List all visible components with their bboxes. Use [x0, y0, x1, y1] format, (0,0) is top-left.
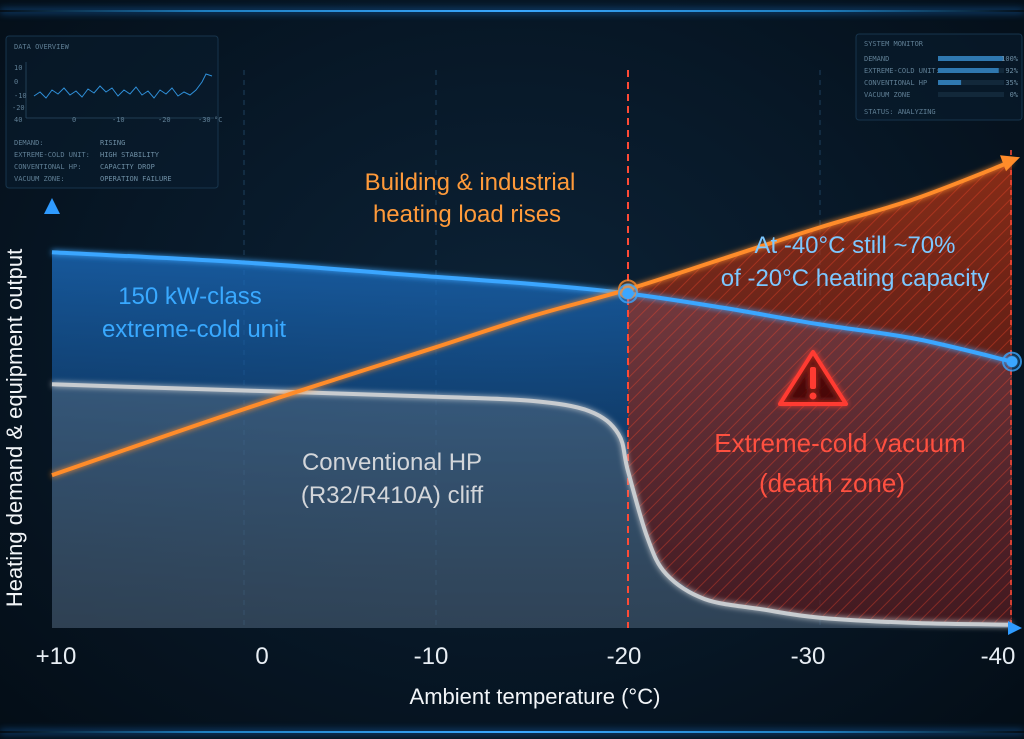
monitor-row-value: 100% [1001, 55, 1019, 63]
overview-unit: °C [214, 116, 222, 124]
unit-annotation-line2: extreme-cold unit [102, 316, 286, 343]
monitor-row-value: 92% [1005, 67, 1018, 75]
data-point [622, 287, 634, 299]
overview-xtick: -30 [198, 116, 211, 124]
x-axis-title: Ambient temperature (°C) [410, 684, 661, 709]
vacuum-annotation-line1: Extreme-cold vacuum [714, 428, 965, 458]
y-axis-arrow [44, 198, 60, 214]
capacity-annotation-line2: of -20°C heating capacity [721, 265, 989, 292]
x-tick-label: 0 [255, 643, 268, 670]
overview-row-label: CONVENTIONAL HP: [14, 163, 81, 171]
monitor-bar-fill [938, 68, 999, 73]
frame-bottom-line [0, 731, 1024, 733]
conventional-annotation-line2: (R32/R410A) cliff [301, 482, 484, 509]
unit-annotation-line1: 150 kW-class [118, 283, 262, 310]
y-axis-title: Heating demand & equipment output [2, 249, 27, 607]
overview-ytick: -20 [12, 104, 25, 112]
monitor-row-value: 35% [1005, 79, 1018, 87]
x-axis-arrow [1008, 621, 1022, 635]
overview-xtick: 0 [72, 116, 76, 124]
overview-row-label: DEMAND: [14, 139, 44, 147]
overview-row-value: CAPACITY DROP [100, 163, 155, 171]
demand-arrow-head [1000, 155, 1020, 172]
overview-ytick: 0 [14, 78, 18, 86]
overview-xtick: 40 [14, 116, 22, 124]
monitor-row-value: 0% [1010, 91, 1019, 99]
data-point [1006, 356, 1018, 368]
monitor-rows: DEMAND 100% EXTREME-COLD UNIT: 92% CONVENTIO… [864, 55, 1019, 99]
demand-annotation-line2: heating load rises [373, 201, 561, 228]
x-tick-label: -30 [791, 643, 826, 670]
monitor-status: STATUS: ANALYZING [864, 108, 936, 116]
monitor-bar-track [938, 80, 1004, 85]
monitor-row-label: EXTREME-COLD UNIT: [864, 67, 940, 75]
overview-ytick: 10 [14, 64, 22, 72]
x-tick-label: -10 [414, 643, 449, 670]
data-point-ring [618, 283, 638, 304]
monitor-bar-fill [938, 56, 1004, 61]
overview-row-label: EXTREME-COLD UNIT: [14, 151, 90, 159]
conventional-hp-line [51, 382, 1013, 627]
overview-row-value: RISING [100, 139, 125, 147]
extreme-cold-unit-line [51, 250, 1013, 364]
overview-ytick: -10 [14, 92, 27, 100]
overview-xtick: -10 [112, 116, 125, 124]
conventional-area [52, 384, 1012, 628]
monitor-row-label: DEMAND [864, 55, 889, 63]
demand-line [51, 159, 1013, 478]
overview-title: DATA OVERVIEW [14, 43, 70, 51]
monitor-row-label: VACUUM ZONE [864, 91, 910, 99]
overview-row-value: HIGH STABILITY [100, 151, 160, 159]
monitor-bar-fill [938, 80, 962, 85]
capacity-annotation-line1: At -40°C still ~70% [754, 232, 955, 259]
x-tick-label: -40 [981, 643, 1016, 670]
monitor-row-label: CONVENTIONAL HP [864, 79, 927, 87]
monitor-title: SYSTEM MONITOR [864, 40, 924, 48]
overview-sparkline [33, 73, 213, 99]
data-overview-panel: DATA OVERVIEW 10 0 -10 -20 40 0 -10 -20 … [5, 35, 222, 189]
overview-row-value: OPERATION FAILURE [100, 175, 172, 183]
conventional-annotation-line1: Conventional HP [302, 449, 482, 476]
monitor-bar-track [938, 92, 1004, 97]
system-monitor-panel: SYSTEM MONITOR DEMAND 100% EXTREME-COLD UN… [855, 33, 1023, 121]
overview-xtick: -20 [158, 116, 171, 124]
overview-row-label: VACUUM ZONE: [14, 175, 65, 183]
vacuum-annotation-line2: (death zone) [759, 468, 905, 498]
demand-annotation-line1: Building & industrial [365, 169, 576, 196]
frame-top-line [0, 10, 1024, 12]
data-point-ring [1002, 351, 1022, 372]
warning-triangle-icon [778, 350, 848, 406]
x-tick-label: -20 [607, 643, 642, 670]
x-tick-label: +10 [36, 643, 77, 670]
